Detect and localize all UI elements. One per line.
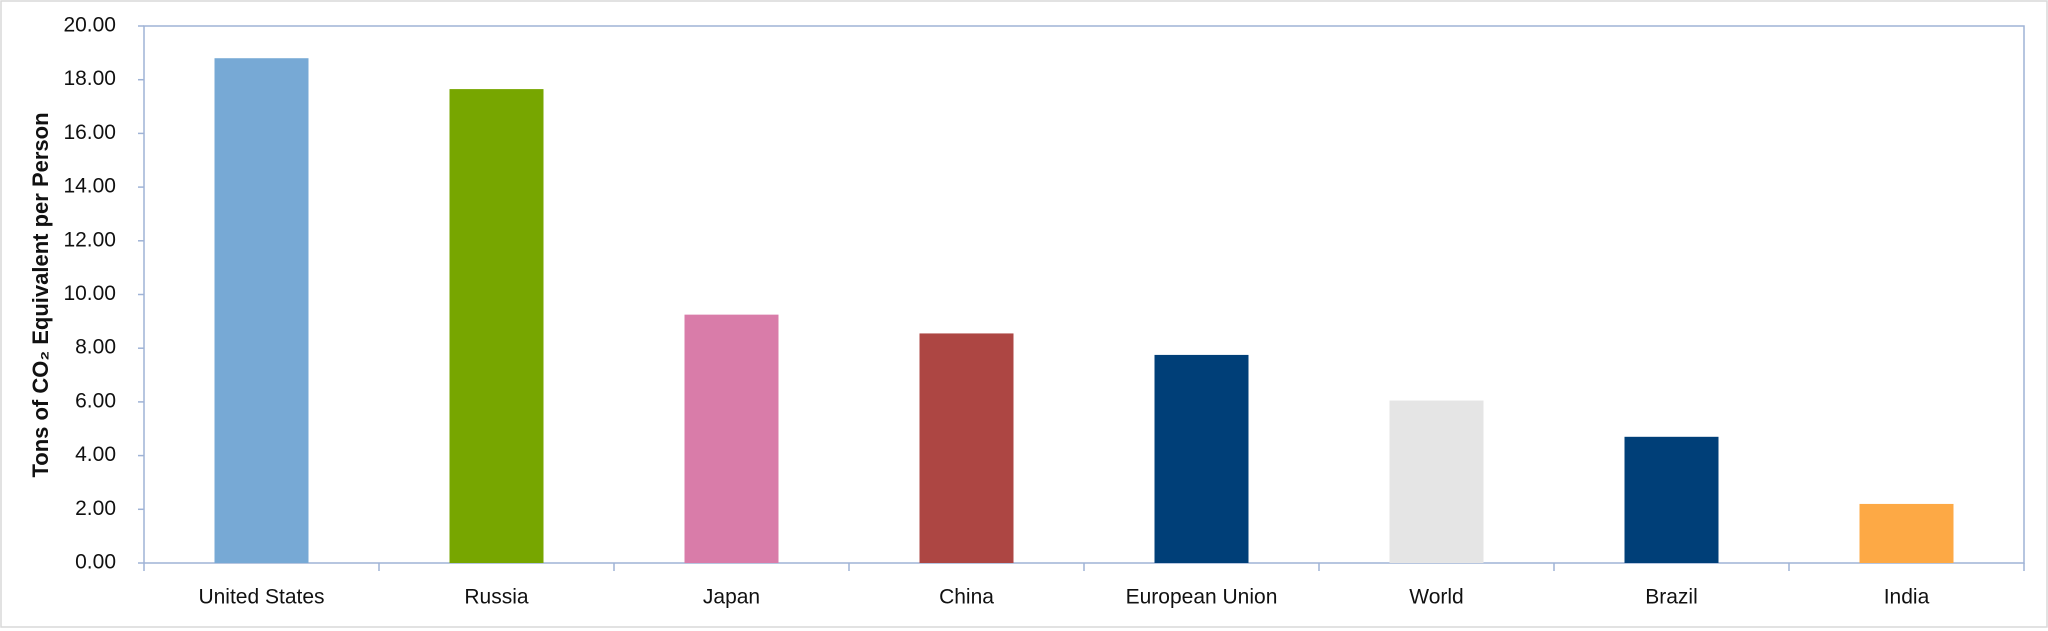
y-tick-label: 16.00 (63, 121, 116, 144)
bar (1859, 503, 1954, 563)
x-tick-label: United States (198, 586, 324, 609)
bar (214, 58, 309, 563)
bar (449, 89, 544, 563)
y-tick-label: 0.00 (75, 551, 116, 574)
y-tick-label: 20.00 (63, 14, 116, 37)
x-tick-label: Russia (464, 586, 529, 609)
y-axis-label: Tons of CO₂ Equivalent per Person (28, 112, 53, 477)
y-tick-label: 10.00 (63, 282, 116, 305)
x-tick-label: European Union (1126, 586, 1278, 609)
y-tick-label: 8.00 (75, 336, 116, 359)
y-tick-label: 14.00 (63, 175, 116, 198)
bar (1624, 436, 1719, 563)
x-tick-label: China (939, 586, 994, 609)
bar (1154, 354, 1249, 563)
y-tick-label: 4.00 (75, 443, 116, 466)
x-tick-label: Japan (703, 586, 760, 609)
bar (684, 314, 779, 563)
bar (1389, 400, 1484, 563)
bar (919, 333, 1014, 563)
y-tick-label: 12.00 (63, 228, 116, 251)
y-tick-label: 2.00 (75, 497, 116, 520)
x-tick-label: India (1884, 586, 1930, 609)
x-tick-label: World (1409, 586, 1463, 609)
y-tick-label: 18.00 (63, 67, 116, 90)
y-tick-label: 6.00 (75, 389, 116, 412)
x-tick-label: Brazil (1645, 586, 1698, 609)
